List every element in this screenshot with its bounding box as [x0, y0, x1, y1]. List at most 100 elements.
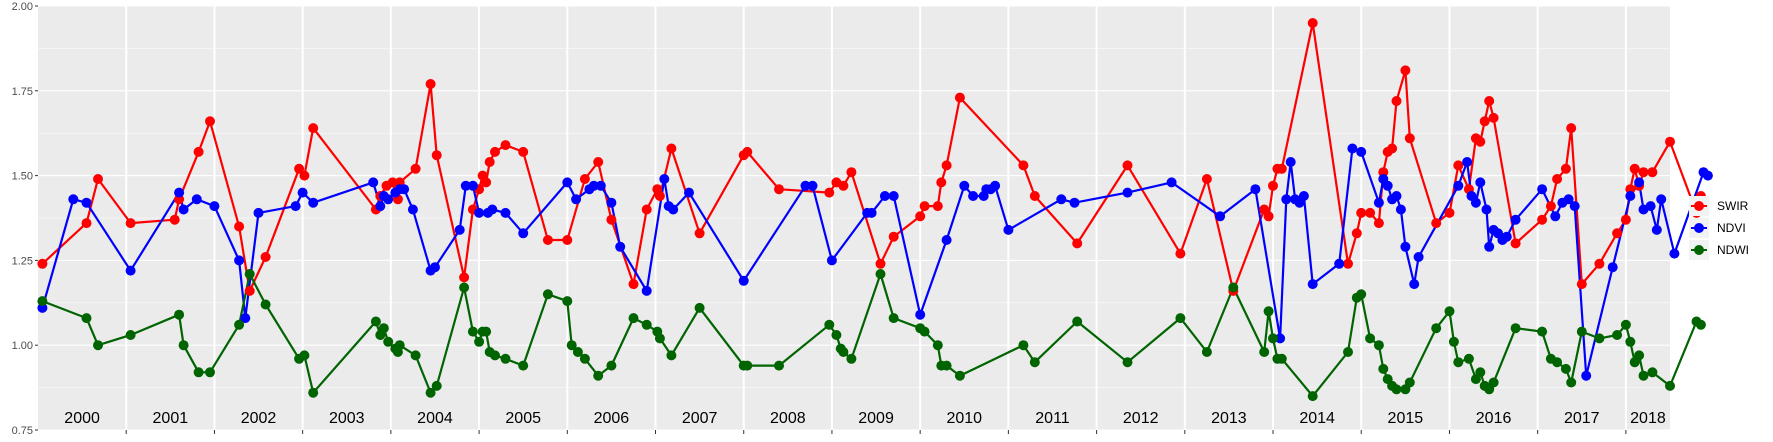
data-point-ndvi [1475, 177, 1486, 188]
data-point-ndvi [297, 187, 308, 198]
data-point-ndwi [1378, 363, 1389, 374]
data-point-ndvi [1334, 258, 1345, 269]
data-point-swir [875, 258, 886, 269]
data-point-swir [694, 228, 705, 239]
data-point-swir [1175, 248, 1186, 259]
data-point-swir [628, 279, 639, 290]
y-tick-label: 2.00 [12, 1, 33, 13]
data-point-ndwi [1510, 323, 1521, 334]
year-labels: 2000 2001 2002 2003 2004 2005 2006 2007 2008 2009… [64, 410, 1666, 427]
year-label: 2013 [1211, 410, 1247, 427]
data-point-ndvi [1634, 177, 1645, 188]
data-point-ndvi [606, 197, 617, 208]
legend-label-ndwi: NDWI [1717, 243, 1749, 257]
data-point-ndwi [1122, 357, 1133, 368]
data-point-ndvi [253, 207, 264, 218]
data-point-ndwi [1201, 347, 1212, 357]
data-point-ndvi [234, 255, 245, 266]
data-point-ndwi [1268, 333, 1278, 344]
data-point-ndwi [234, 319, 245, 330]
data-point-swir [1665, 136, 1675, 147]
data-point-swir [1400, 65, 1411, 76]
data-point-ndvi [240, 313, 251, 324]
year-label: 2002 [241, 410, 277, 427]
data-point-ndvi [968, 191, 979, 201]
data-point-ndwi [193, 367, 204, 378]
data-point-ndwi [1175, 313, 1186, 324]
legend-key-marker [1694, 223, 1704, 233]
data-point-ndwi [260, 299, 271, 310]
data-point-ndwi [593, 370, 604, 381]
data-point-ndvi [562, 177, 573, 188]
data-point-ndwi [1612, 330, 1623, 340]
data-point-swir [915, 211, 926, 222]
data-point-ndvi [1250, 184, 1261, 195]
data-point-ndwi [628, 313, 639, 324]
y-tick-label: 1.50 [12, 171, 33, 183]
data-point-ndwi [1263, 306, 1274, 317]
data-point-ndwi [459, 282, 470, 293]
data-point-ndvi [430, 262, 440, 273]
data-point-swir [1122, 160, 1133, 171]
data-point-ndvi [125, 265, 136, 276]
data-point-swir [936, 177, 947, 188]
data-point-swir [1356, 207, 1367, 218]
data-point-swir [1404, 133, 1415, 144]
year-label: 2006 [594, 410, 630, 427]
data-point-ndvi [641, 285, 652, 296]
data-point-ndvi [1651, 224, 1662, 235]
data-point-ndwi [431, 380, 442, 391]
data-point-swir [579, 174, 590, 184]
data-point-ndwi [1665, 380, 1675, 391]
data-point-swir [1560, 163, 1571, 174]
data-point-swir [1475, 136, 1486, 147]
data-point-ndwi [941, 360, 952, 371]
data-point-ndvi [990, 180, 1001, 191]
data-point-ndwi [1620, 319, 1631, 330]
year-label: 2017 [1564, 410, 1600, 427]
data-point-swir [93, 174, 103, 184]
data-point-ndvi [407, 204, 418, 215]
data-point-ndvi [1382, 180, 1393, 191]
data-point-ndvi [668, 204, 679, 215]
data-point-ndwi [1276, 353, 1287, 364]
data-point-swir [1453, 160, 1464, 171]
data-point-ndvi [1215, 211, 1226, 222]
y-tick-label: 1.00 [12, 340, 33, 352]
data-point-swir [1018, 160, 1029, 171]
data-point-ndwi [178, 340, 189, 351]
data-point-ndwi [774, 360, 784, 371]
data-point-ndwi [1444, 306, 1455, 317]
data-point-ndvi [1645, 201, 1656, 212]
data-point-ndwi [1072, 316, 1083, 327]
data-point-swir [387, 177, 398, 188]
data-point-swir [1276, 163, 1287, 174]
data-point-ndwi [846, 353, 857, 364]
data-point-swir [299, 170, 310, 181]
data-point-ndvi [500, 207, 511, 218]
data-point-ndvi [866, 207, 877, 218]
year-label: 2012 [1123, 410, 1159, 427]
y-axis: 0.75 1.00 1.25 1.50 1.75 2.00 [12, 1, 1627, 437]
data-point-ndvi [1400, 241, 1411, 252]
data-point-swir [932, 201, 943, 212]
grid-lines [38, 5, 1670, 431]
year-label: 2005 [505, 410, 541, 427]
data-point-ndwi [1228, 282, 1239, 293]
data-point-swir [1391, 96, 1402, 106]
data-point-ndwi [562, 296, 573, 307]
data-point-swir [193, 146, 204, 157]
data-point-ndwi [1475, 367, 1486, 378]
data-point-swir [654, 191, 665, 201]
data-point-swir [1638, 167, 1649, 178]
data-point-swir [1387, 143, 1398, 154]
data-point-ndwi [1259, 347, 1270, 357]
data-point-ndvi [1484, 241, 1495, 252]
data-point-swir [941, 160, 952, 171]
data-point-swir [1612, 228, 1623, 239]
data-point-ndvi [738, 275, 749, 286]
data-point-swir [490, 146, 500, 157]
data-point-swir [838, 180, 849, 191]
data-point-ndvi [1122, 187, 1133, 198]
data-point-ndwi [1594, 333, 1605, 344]
